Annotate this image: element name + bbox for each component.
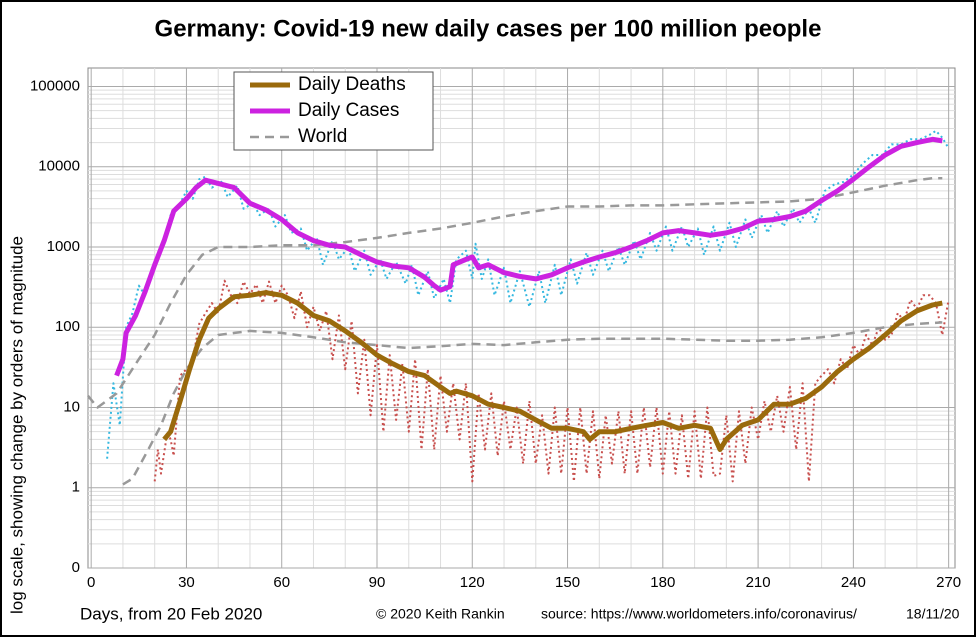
source: source: https://www.worldometers.info/co…: [541, 606, 857, 622]
y-tick-label: 100000: [30, 77, 80, 94]
series-line: [87, 176, 943, 409]
y-tick-label: 1000: [47, 238, 80, 255]
chart-title: Germany: Covid-19 new daily cases per 10…: [155, 15, 822, 42]
y-axis-label: log scale, showing change by orders of m…: [7, 236, 26, 614]
plot-area: [87, 67, 956, 569]
y-tick-label: 1: [72, 479, 80, 496]
x-axis-label: Days, from 20 Feb 2020: [80, 604, 262, 623]
y-tick-label: 100: [55, 318, 80, 335]
y-tick-label: 10: [63, 398, 80, 415]
copyright: © 2020 Keith Rankin: [376, 606, 505, 622]
series-line: [153, 279, 950, 483]
y-tick-label: 0: [72, 559, 80, 576]
x-tick-label: 30: [178, 574, 195, 591]
legend-label: World: [298, 126, 347, 147]
x-tick-label: 60: [273, 574, 290, 591]
x-tick-label: 90: [369, 574, 386, 591]
legend-label: Daily Deaths: [298, 74, 406, 95]
x-tick-label: 210: [746, 574, 771, 591]
x-tick-label: 150: [555, 574, 580, 591]
y-tick-label: 10000: [38, 158, 80, 175]
series-line: [162, 290, 943, 452]
x-tick-label: 240: [841, 574, 866, 591]
x-tick-label: 270: [936, 574, 961, 591]
series-line: [114, 136, 943, 377]
date: 18/11/20: [906, 606, 960, 622]
series-line: [122, 321, 943, 486]
legend-label: Daily Cases: [298, 100, 399, 121]
x-tick-label: 0: [87, 574, 95, 591]
x-tick-label: 120: [460, 574, 485, 591]
x-tick-label: 180: [650, 574, 675, 591]
